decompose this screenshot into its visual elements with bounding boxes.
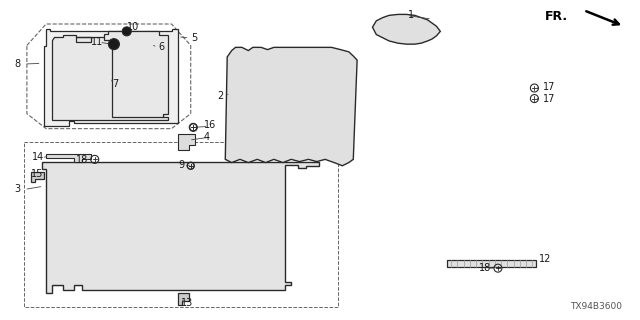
Circle shape <box>122 27 131 36</box>
Text: 10: 10 <box>127 22 139 32</box>
Text: 3: 3 <box>14 184 20 195</box>
Text: 16: 16 <box>204 120 216 131</box>
Text: 18: 18 <box>76 155 88 165</box>
Polygon shape <box>104 31 168 117</box>
Polygon shape <box>447 260 536 267</box>
Text: 7: 7 <box>112 79 118 89</box>
Text: 5: 5 <box>191 33 197 43</box>
Polygon shape <box>52 35 168 120</box>
Text: 11: 11 <box>91 36 103 47</box>
Text: 15: 15 <box>31 169 43 180</box>
Polygon shape <box>372 14 440 44</box>
Text: 6: 6 <box>159 42 165 52</box>
Polygon shape <box>44 29 178 126</box>
Text: TX94B3600: TX94B3600 <box>570 302 622 311</box>
Polygon shape <box>42 162 319 293</box>
Polygon shape <box>178 134 195 150</box>
Text: 18: 18 <box>479 263 491 273</box>
Text: 17: 17 <box>543 82 555 92</box>
Text: 1: 1 <box>408 10 415 20</box>
Text: 13: 13 <box>180 298 193 308</box>
Text: 9: 9 <box>178 160 184 170</box>
Text: FR.: FR. <box>545 10 568 22</box>
Text: 17: 17 <box>543 93 555 104</box>
Text: 14: 14 <box>32 152 44 163</box>
Polygon shape <box>31 172 44 182</box>
Polygon shape <box>225 47 357 166</box>
Text: 2: 2 <box>218 91 224 101</box>
Polygon shape <box>46 154 91 162</box>
Text: 8: 8 <box>14 59 20 69</box>
Circle shape <box>108 39 120 50</box>
Polygon shape <box>178 293 189 305</box>
Text: 12: 12 <box>539 253 551 264</box>
Text: 4: 4 <box>204 132 210 142</box>
